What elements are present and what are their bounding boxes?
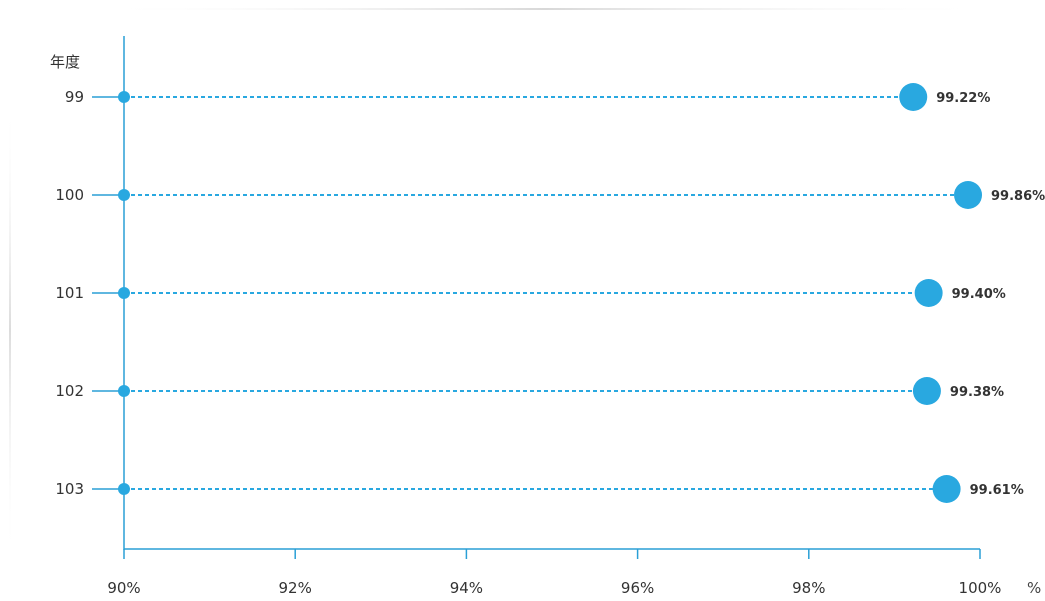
value-point [912,377,941,405]
y-axis-title: 年度 [50,53,80,71]
value-label: 99.22% [936,91,990,106]
value-label: 99.38% [950,385,1004,400]
value-point [932,475,961,503]
x-tick-label: 90% [107,579,140,597]
axes-layer: 90% 92% 94% 96% 98% 100% 99 100 101 102 103 [55,36,1001,597]
y-tick-label: 100 [55,186,84,204]
y-tick-label: 99 [65,88,84,106]
base-dot [118,385,130,397]
y-tick-label: 102 [55,382,84,400]
value-point [914,279,943,307]
marks-layer: 99.22% 99.86% 99.40% 99.38% 99.61% [118,83,1045,503]
y-tick-label: 103 [55,480,84,498]
value-label: 99.86% [991,189,1045,204]
value-label: 99.40% [952,287,1006,302]
left-frame-shade [9,100,11,560]
x-tick-label: 94% [450,579,483,597]
x-tick-label: 100% [959,579,1002,597]
x-tick-label: 92% [279,579,312,597]
base-dot [118,189,130,201]
x-axis-unit: % [1027,579,1041,597]
base-dot [118,483,130,495]
x-tick-label: 98% [792,579,825,597]
x-tick-label: 96% [621,579,654,597]
base-dot [118,91,130,103]
value-label: 99.61% [970,483,1024,498]
top-frame-shade [95,8,995,10]
y-tick-label: 101 [55,284,84,302]
value-point [899,83,928,111]
base-dot [118,287,130,299]
value-point [954,181,983,209]
